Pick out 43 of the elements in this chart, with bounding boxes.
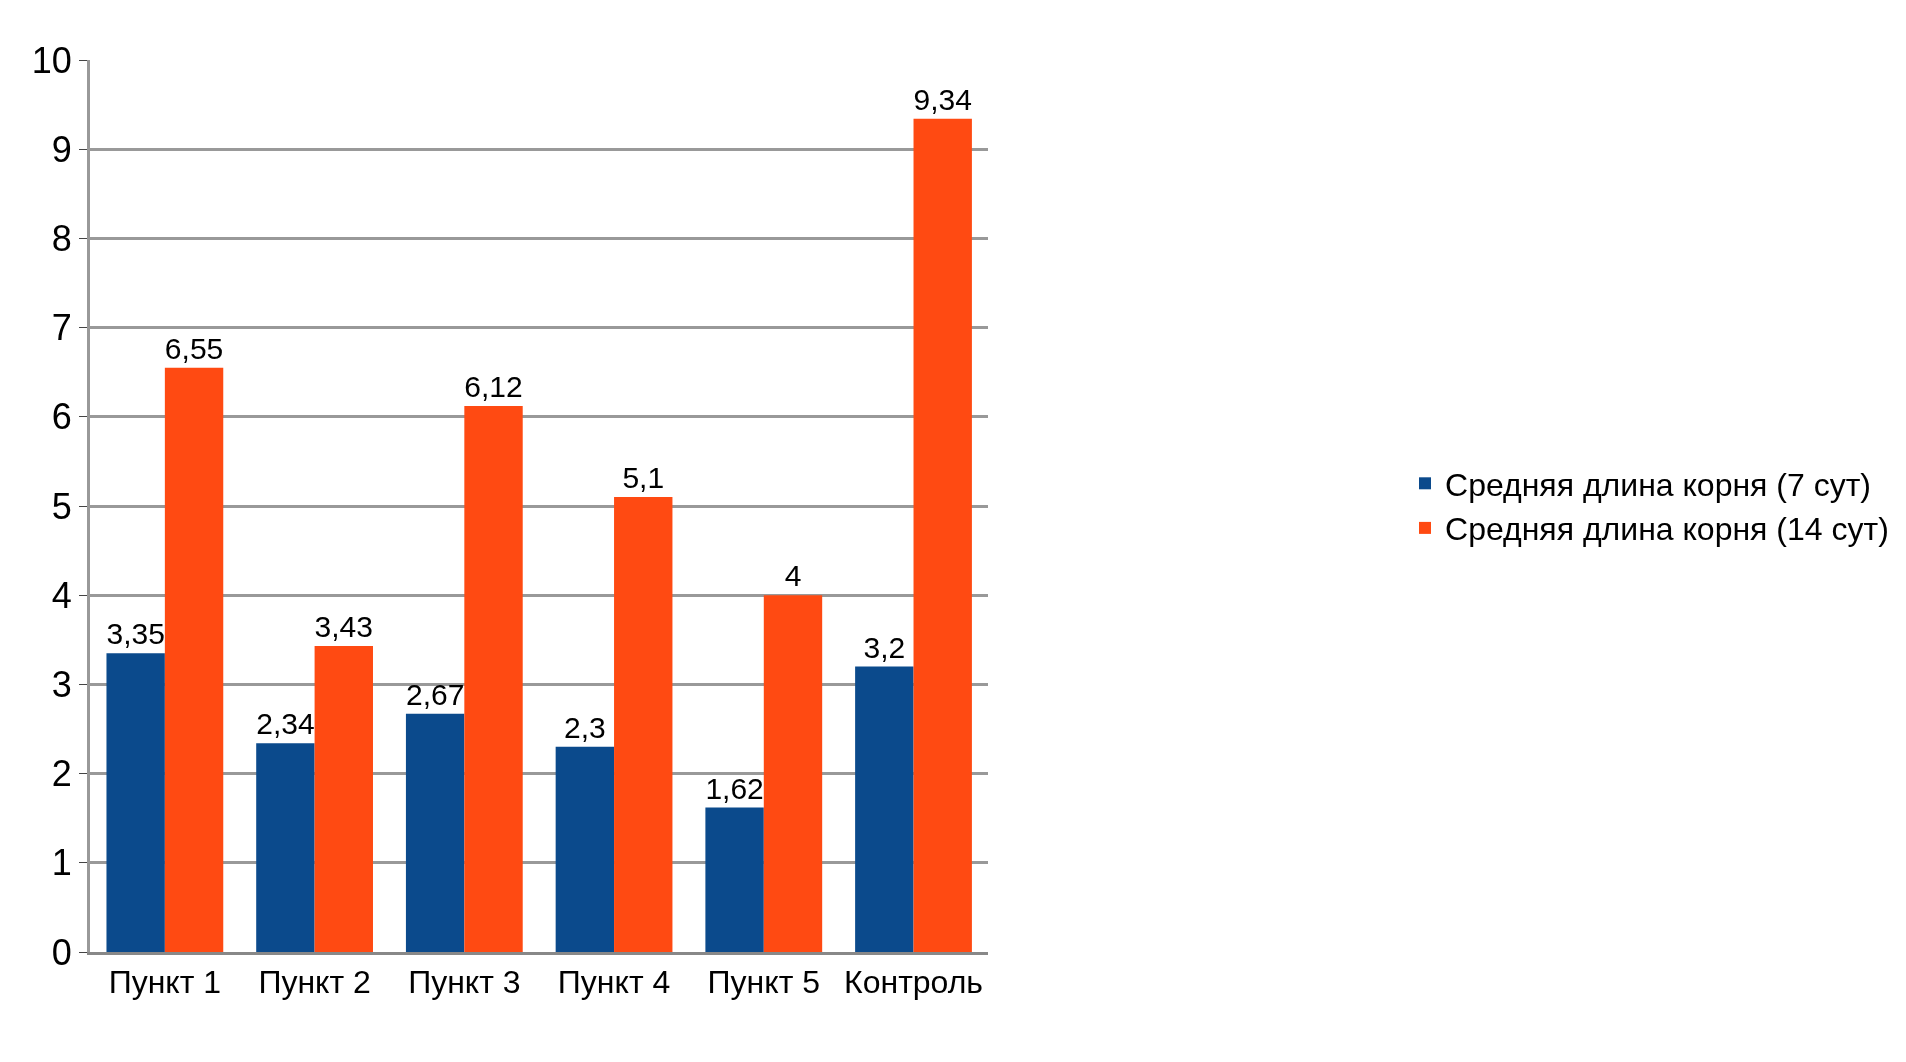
x-tick-label: Пункт 1: [108, 964, 222, 1001]
x-tick-label: Пункт 3: [408, 964, 521, 1001]
y-tick-label: 10: [31, 39, 72, 81]
data-label: 5,1: [622, 461, 665, 495]
x-tick-label: Пункт 4: [557, 964, 671, 1001]
data-label: 2,34: [256, 707, 315, 741]
data-label: 3,35: [106, 617, 165, 651]
bar: [763, 595, 823, 952]
data-label: 3,2: [863, 630, 906, 664]
bar: [855, 666, 914, 952]
data-label: 9,34: [913, 82, 972, 116]
y-tick-label: 9: [51, 128, 72, 170]
x-tick-label: Контроль: [844, 964, 984, 1001]
y-tick-label: 5: [51, 485, 72, 527]
data-label: 4: [784, 559, 802, 593]
bar: [614, 497, 673, 952]
y-tick-label: 7: [51, 307, 72, 349]
bar: [555, 746, 615, 952]
bar: [913, 118, 972, 952]
y-tick-label: 4: [51, 574, 72, 616]
data-label: 2,3: [564, 710, 606, 744]
bar: [464, 406, 523, 952]
y-tick-label: 1: [51, 842, 72, 884]
bar: [106, 653, 165, 952]
bar: [705, 807, 764, 952]
x-tick-label: Пункт 5: [707, 964, 820, 1001]
y-tick-label: 3: [51, 664, 72, 705]
legend-label: Средняя длина корня (7 сут): [1445, 466, 1871, 503]
bar: [164, 367, 224, 952]
data-label: 6,12: [464, 370, 523, 404]
y-tick-label: 6: [51, 396, 72, 438]
data-label: 2,67: [405, 677, 465, 711]
data-label: 3,43: [314, 610, 373, 644]
data-label: 1,62: [705, 771, 764, 805]
bar: [256, 743, 315, 952]
legend-label: Средняя длина корня (14 сут): [1445, 511, 1889, 548]
data-label: 6,55: [164, 331, 224, 365]
bar: [314, 646, 373, 952]
x-tick-label: Пункт 2: [258, 964, 371, 1001]
bar: [405, 713, 465, 952]
y-tick-label: 0: [51, 931, 72, 973]
y-tick-label: 8: [51, 218, 72, 259]
y-tick-label: 2: [51, 753, 72, 795]
